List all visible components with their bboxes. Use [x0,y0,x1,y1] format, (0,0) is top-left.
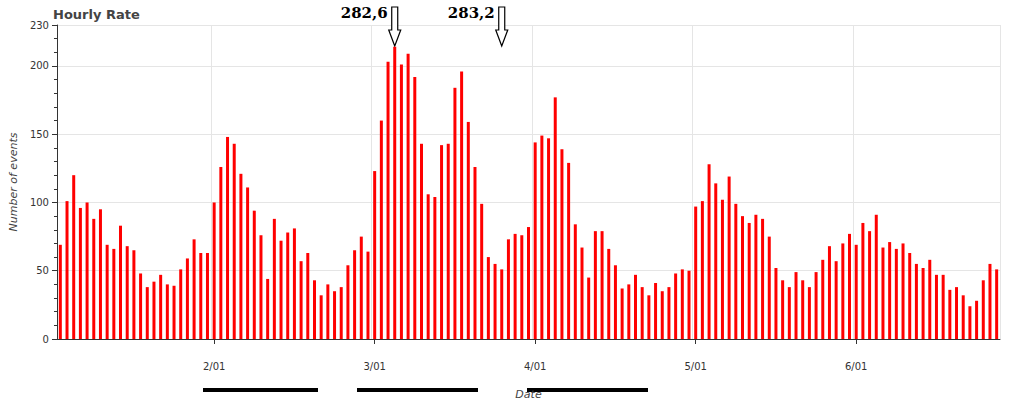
svg-text:3/01: 3/01 [363,361,385,372]
svg-text:2/01: 2/01 [203,361,225,372]
svg-text:200: 200 [30,60,49,71]
svg-text:5/01: 5/01 [684,361,706,372]
svg-text:150: 150 [30,129,49,140]
svg-text:6/01: 6/01 [845,361,867,372]
svg-text:100: 100 [30,197,49,208]
svg-text:Date: Date [515,388,542,401]
svg-text:230: 230 [30,20,49,31]
svg-text:282,6: 282,6 [341,4,388,22]
svg-text:283,2: 283,2 [448,4,495,22]
svg-text:50: 50 [36,265,49,276]
svg-text:4/01: 4/01 [524,361,546,372]
svg-text:Hourly Rate: Hourly Rate [53,7,140,22]
svg-text:0: 0 [43,334,49,345]
svg-text:Number of events: Number of events [7,132,20,231]
